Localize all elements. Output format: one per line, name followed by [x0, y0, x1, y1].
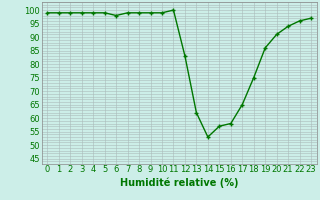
X-axis label: Humidité relative (%): Humidité relative (%) — [120, 177, 238, 188]
